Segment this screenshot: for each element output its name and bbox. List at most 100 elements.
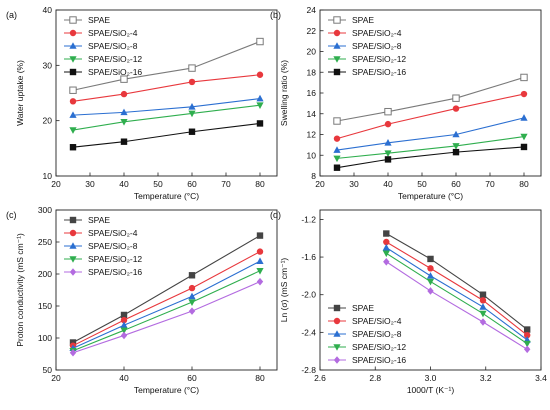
data-point (384, 150, 392, 157)
data-point (479, 303, 487, 310)
legend: SPAE SPAE/SiO₂-4 SPAE/SiO₂-8 SPAE/SiO₂-12 SP… (328, 15, 406, 77)
y-tick-label: 150 (38, 301, 52, 311)
y-tick-label: -2.8 (301, 365, 316, 375)
series-5 (69, 120, 264, 151)
legend-label: SPAE/SiO₂-16 (88, 267, 142, 277)
panel-label: (b) (270, 10, 281, 20)
x-tick-label: 3.4 (535, 373, 547, 383)
series-line (386, 252, 528, 345)
legend-item: SPAE (64, 215, 110, 225)
series-line (336, 93, 525, 140)
y-tick-label: 20 (307, 47, 317, 57)
series-1 (69, 37, 264, 94)
data-point (479, 310, 487, 318)
x-tick-label: 20 (51, 179, 61, 189)
data-point (383, 230, 390, 237)
legend-marker (69, 42, 77, 49)
series-2 (333, 90, 528, 142)
y-tick-label: 22 (307, 26, 317, 36)
y-tick-label: 50 (43, 365, 53, 375)
data-point (256, 71, 264, 78)
legend-item: SPAE (64, 15, 110, 25)
data-point (188, 292, 196, 300)
legend-marker (333, 68, 341, 76)
data-point (120, 118, 128, 126)
legend-item: SPAE/SiO₂-4 (328, 28, 402, 38)
legend-item: SPAE/SiO₂-4 (64, 228, 138, 238)
y-tick-label: 200 (38, 269, 52, 279)
data-point (384, 156, 392, 163)
legend-label: SPAE/SiO₂-16 (352, 355, 406, 365)
legend-item: SPAE/SiO₂-16 (328, 355, 406, 365)
y-axis-title: Water uptake (%) (15, 60, 25, 126)
data-point (188, 272, 196, 279)
legend-label: SPAE/SiO₂-8 (352, 41, 402, 51)
series-5 (69, 277, 264, 357)
data-point (256, 268, 264, 275)
y-tick-label: -2.0 (301, 290, 316, 300)
legend-marker (333, 344, 341, 351)
legend-marker (333, 304, 341, 312)
legend-marker (69, 242, 77, 249)
legend-marker (69, 229, 77, 237)
data-point (120, 138, 128, 145)
series-2 (383, 238, 531, 339)
y-tick-label: 30 (43, 60, 53, 70)
data-point (256, 232, 264, 239)
data-point (384, 120, 392, 128)
series-4 (382, 250, 531, 348)
legend-item: SPAE/SiO₂-8 (328, 329, 402, 339)
y-tick-label: 14 (307, 109, 317, 119)
data-point (69, 98, 77, 105)
legend-marker (333, 330, 341, 337)
x-axis-title: 1000/T (K⁻¹) (407, 385, 454, 395)
data-point (120, 327, 128, 335)
data-point (69, 144, 77, 151)
series-line (336, 117, 525, 151)
legend-marker (69, 29, 77, 37)
data-point (523, 345, 531, 354)
x-axis-title: Temperature (°C) (134, 191, 199, 201)
data-point (520, 90, 528, 98)
y-tick-label: -1.6 (301, 252, 316, 262)
x-tick-label: 3.0 (425, 373, 437, 383)
x-tick-label: 70 (221, 179, 231, 189)
y-tick-label: 250 (38, 237, 52, 247)
data-point (120, 316, 128, 324)
legend-item: SPAE/SiO₂-8 (64, 241, 138, 251)
data-point (120, 108, 128, 116)
series-4 (333, 133, 528, 163)
legend-marker (333, 317, 341, 325)
x-tick-label: 2.8 (369, 373, 381, 383)
x-tick-label: 2.6 (314, 373, 326, 383)
series-line (72, 235, 261, 343)
series-3 (382, 243, 531, 343)
y-tick-label: 40 (43, 5, 53, 15)
series-1 (383, 230, 531, 333)
x-tick-label: 50 (153, 179, 163, 189)
panel-label: (d) (270, 210, 281, 220)
legend-label: SPAE/SiO₂-8 (88, 241, 138, 251)
series-line (72, 97, 261, 116)
legend-label: SPAE (352, 15, 374, 25)
legend-label: SPAE/SiO₂-4 (352, 28, 402, 38)
legend-label: SPAE (352, 303, 374, 313)
data-point (452, 130, 460, 138)
y-tick-label: 100 (38, 333, 52, 343)
chart-panel-3: (c) 20 40 60 80 50 100 150 200 250 300 Temperature … (6, 205, 278, 395)
data-point (256, 94, 264, 102)
series-1 (333, 73, 528, 125)
series-2 (69, 248, 264, 349)
y-tick-label: 24 (307, 5, 317, 15)
x-tick-label: 80 (255, 179, 265, 189)
chart-panel-2: (b) 20 30 40 50 60 70 80 8 10 12 14 16 18 20 22 24 Temper… (270, 5, 542, 201)
series-line (72, 104, 261, 131)
data-point (384, 107, 392, 116)
y-tick-label: 16 (307, 88, 317, 98)
data-point (523, 340, 531, 348)
data-point (256, 248, 264, 255)
series-line (336, 146, 525, 169)
panel-label: (c) (6, 210, 17, 220)
series-line (72, 74, 261, 102)
